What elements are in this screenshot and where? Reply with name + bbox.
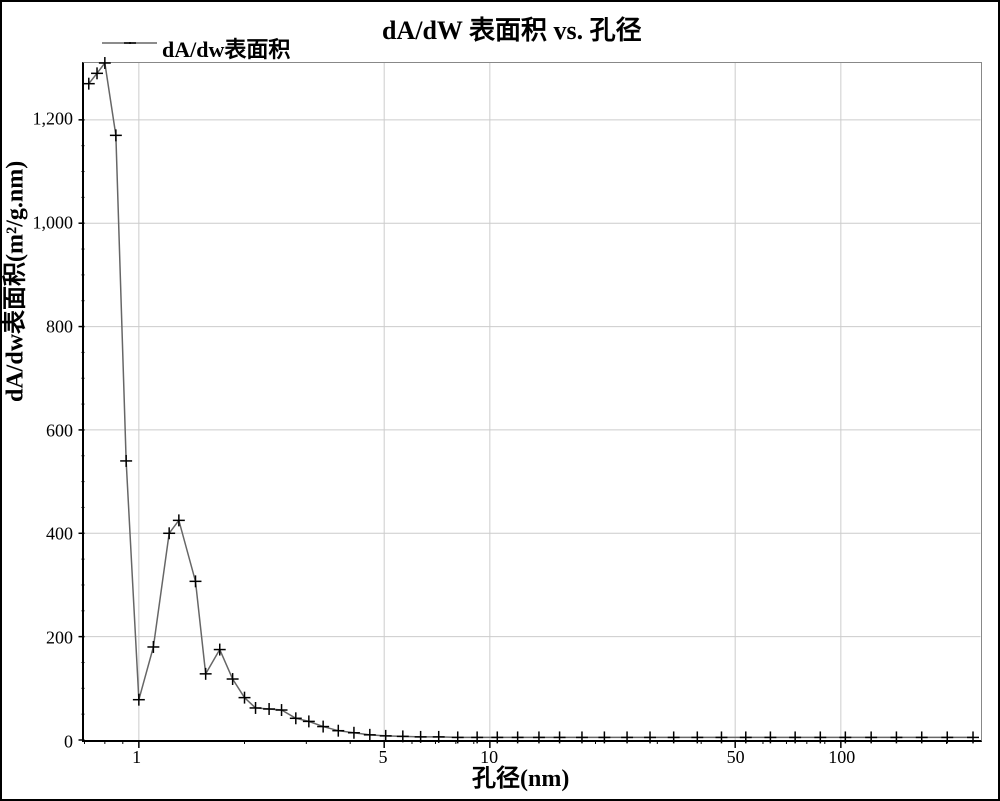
y-tick-label: 400 <box>46 524 73 545</box>
chart-container: dA/dW 表面积 vs. 孔径 dA/dw表面积 dA/dw表面积(m²/g.… <box>0 0 1000 801</box>
y-tick-label: 0 <box>64 732 73 753</box>
plot-area <box>82 62 982 742</box>
chart-title: dA/dW 表面积 vs. 孔径 <box>382 10 642 47</box>
x-tick-label: 1 <box>132 747 141 768</box>
y-tick-label: 800 <box>46 316 73 337</box>
legend-marker-icon <box>102 42 157 44</box>
y-tick-label: 600 <box>46 420 73 441</box>
x-tick-label: 5 <box>379 747 388 768</box>
y-axis-label: dA/dw表面积(m²/g.nm) <box>0 161 30 402</box>
x-tick-label: 10 <box>480 747 498 768</box>
y-tick-label: 1,000 <box>33 212 74 233</box>
y-tick-label: 1,200 <box>33 109 74 130</box>
legend-label: dA/dw表面积 <box>162 32 290 64</box>
y-tick-label: 200 <box>46 628 73 649</box>
x-tick-label: 100 <box>828 747 855 768</box>
plot-svg <box>84 63 981 740</box>
x-tick-label: 50 <box>727 747 745 768</box>
